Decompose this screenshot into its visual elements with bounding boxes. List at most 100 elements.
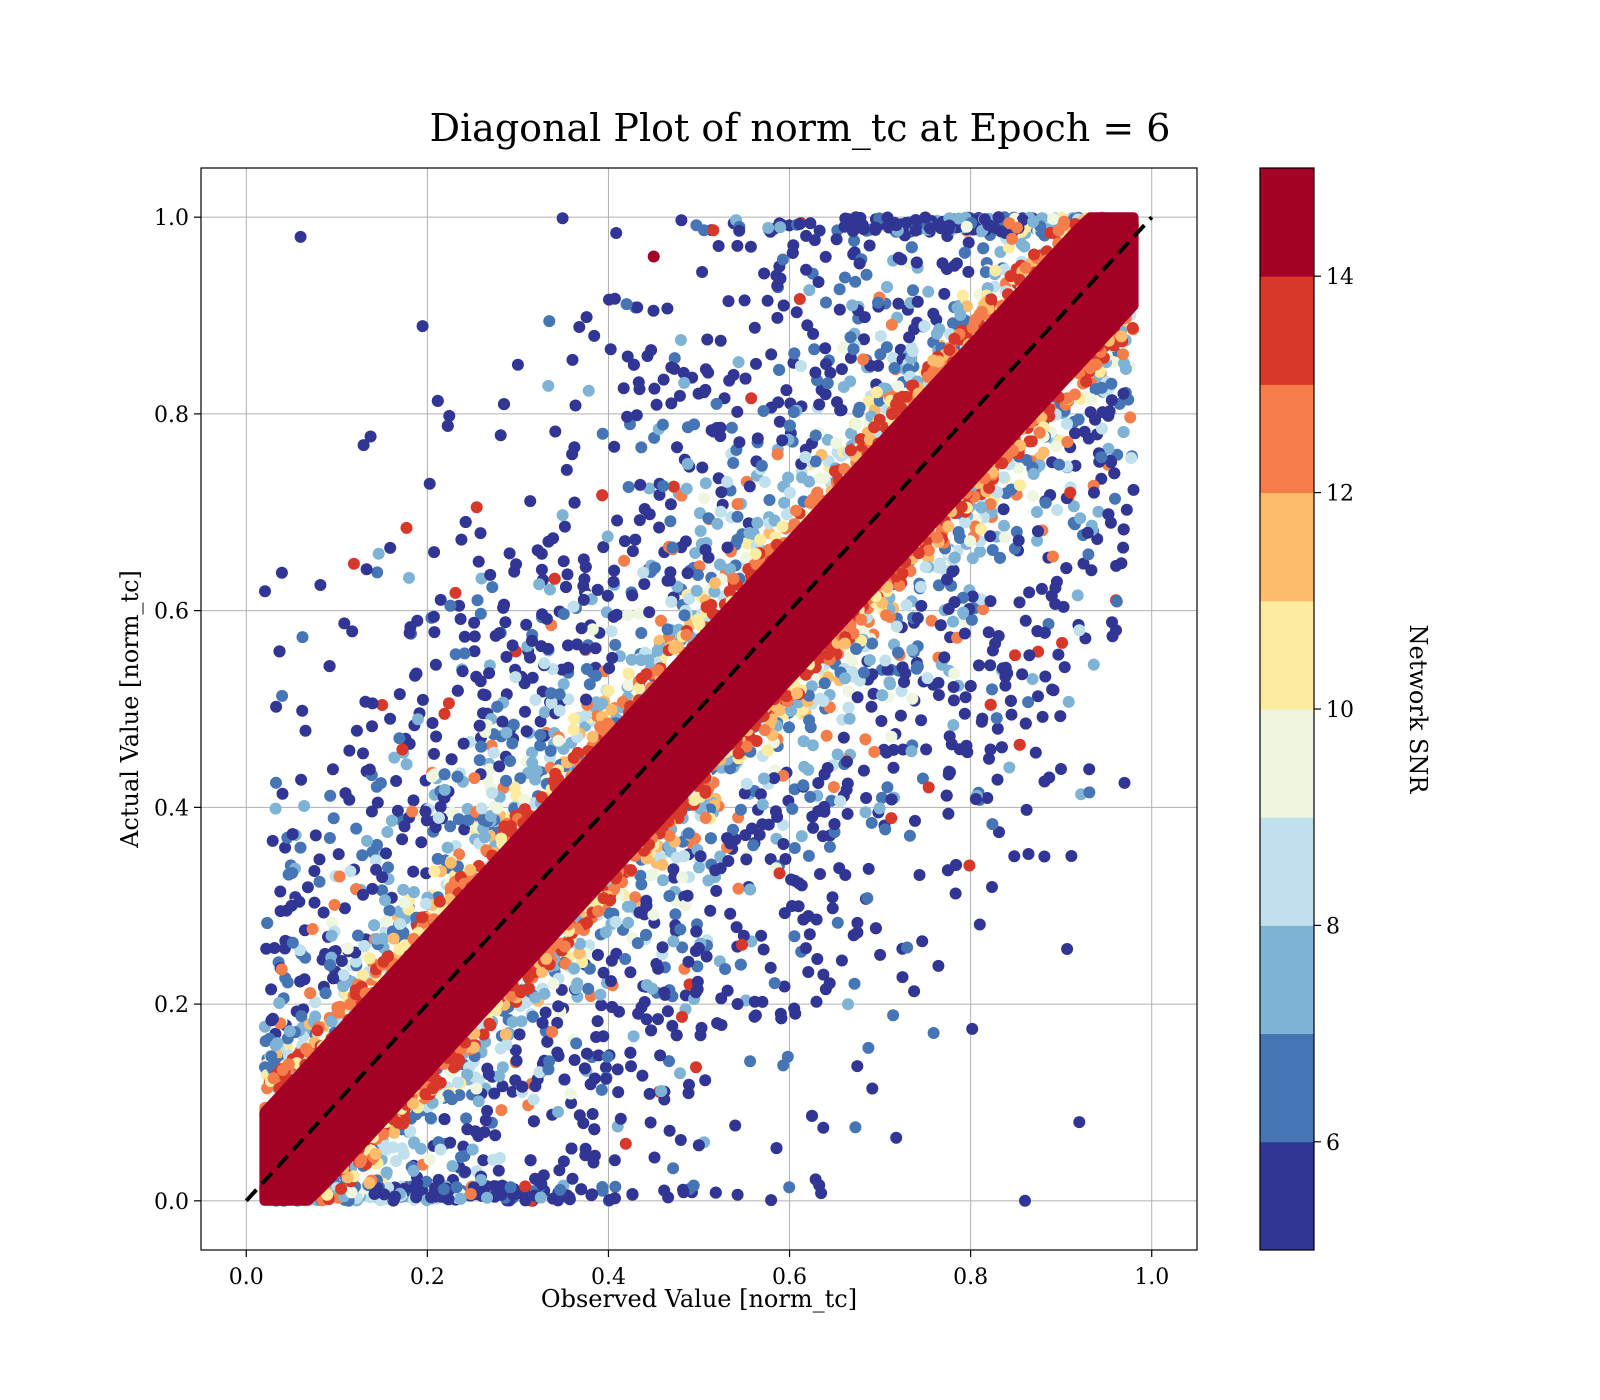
scatter-point — [1108, 467, 1121, 480]
scatter-point — [629, 891, 642, 904]
scatter-point — [807, 821, 820, 834]
scatter-point — [725, 421, 738, 434]
scatter-point — [1088, 486, 1100, 499]
scatter-point — [506, 737, 519, 750]
scatter-point — [668, 362, 681, 375]
scatter-point — [748, 1010, 761, 1023]
scatter-point — [423, 477, 436, 490]
scatter-point — [742, 517, 755, 530]
scatter-point — [991, 722, 1004, 735]
scatter-point — [608, 1192, 621, 1205]
scatter-point — [495, 1188, 508, 1201]
scatter-point — [647, 250, 660, 263]
scatter-point — [560, 463, 573, 476]
scatter-point — [749, 547, 762, 560]
scatter-point — [896, 661, 909, 674]
scatter-point — [269, 1039, 282, 1052]
scatter-point — [444, 820, 457, 833]
scatter-point — [679, 899, 692, 912]
scatter-point — [922, 285, 935, 298]
scatter-point — [724, 907, 737, 920]
scatter-point — [1120, 503, 1133, 516]
scatter-point — [428, 865, 441, 878]
scatter-point — [524, 1154, 537, 1167]
scatter-point — [947, 719, 960, 731]
scatter-point — [656, 941, 669, 954]
scatter-point — [526, 634, 538, 647]
scatter-point — [797, 913, 810, 926]
scatter-point — [790, 504, 802, 517]
scatter-point — [356, 849, 369, 862]
scatter-point — [654, 1049, 667, 1062]
scatter-point — [492, 1164, 505, 1177]
scatter-point — [384, 712, 397, 725]
scatter-point — [921, 672, 934, 685]
scatter-point — [799, 942, 812, 955]
scatter-point — [459, 1165, 472, 1178]
scatter-point — [780, 384, 793, 397]
scatter-point — [474, 527, 487, 540]
scatter-point — [472, 1129, 485, 1142]
scatter-point — [333, 870, 346, 883]
scatter-point — [869, 221, 882, 234]
scatter-point — [301, 881, 314, 894]
scatter-point — [676, 1010, 688, 1023]
scatter-point — [984, 530, 997, 543]
scatter-point — [631, 937, 644, 950]
scatter-point — [577, 593, 590, 606]
scatter-point — [839, 869, 852, 881]
scatter-point — [981, 792, 994, 804]
scatter-point — [696, 266, 709, 278]
scatter-point — [925, 614, 938, 627]
scatter-point — [1028, 248, 1040, 261]
scatter-point — [520, 618, 533, 631]
scatter-point — [793, 218, 806, 230]
scatter-point — [667, 935, 680, 948]
scatter-point — [702, 512, 715, 525]
scatter-point — [259, 1035, 272, 1048]
scatter-point — [699, 811, 712, 824]
scatter-point — [915, 599, 928, 612]
scatter-point — [538, 706, 551, 719]
scatter-point — [681, 457, 694, 470]
scatter-point — [596, 697, 609, 710]
scatter-point — [434, 800, 447, 813]
scatter-point — [942, 768, 955, 781]
scatter-point — [344, 865, 357, 878]
scatter-point — [621, 410, 634, 423]
scatter-point — [986, 544, 999, 556]
scatter-point — [558, 1073, 571, 1086]
scatter-point — [425, 1191, 438, 1204]
scatter-point — [817, 694, 830, 707]
scatter-point — [812, 276, 825, 288]
scatter-point — [753, 828, 766, 841]
scatter-point — [731, 498, 744, 511]
scatter-point — [804, 217, 817, 230]
scatter-point — [721, 475, 734, 488]
scatter-point — [1054, 710, 1067, 723]
scatter-point — [1038, 850, 1051, 863]
scatter-point — [1073, 624, 1086, 637]
scatter-point — [337, 968, 350, 981]
scatter-point — [819, 250, 832, 263]
scatter-point — [826, 902, 839, 915]
scatter-point — [821, 377, 834, 390]
scatter-point — [426, 770, 438, 783]
scatter-point — [843, 712, 856, 725]
scatter-point — [633, 383, 646, 396]
scatter-point — [708, 585, 721, 598]
scatter-point — [814, 868, 826, 880]
scatter-point — [1117, 523, 1130, 536]
scatter-point — [785, 704, 798, 717]
scatter-point — [414, 1142, 427, 1155]
scatter-point — [1082, 548, 1095, 561]
scatter-point — [839, 212, 852, 225]
scatter-point — [999, 670, 1012, 683]
scatter-point — [1071, 589, 1084, 602]
scatter-point — [459, 516, 472, 528]
scatter-point — [680, 482, 693, 495]
scatter-point — [656, 418, 669, 431]
scatter-point — [778, 907, 791, 920]
scatter-point — [927, 307, 940, 320]
scatter-point — [622, 609, 635, 621]
